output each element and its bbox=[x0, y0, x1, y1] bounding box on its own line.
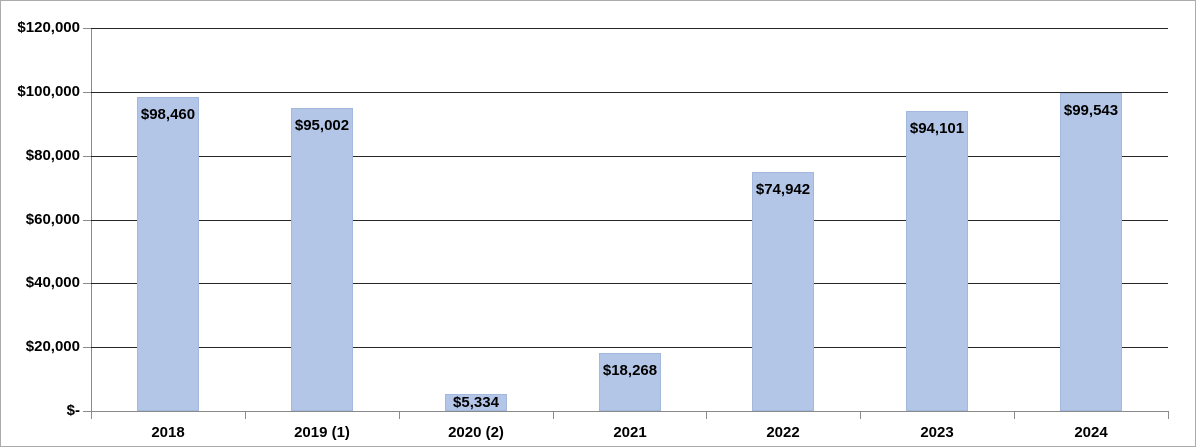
y-axis-tick bbox=[83, 283, 91, 285]
x-axis-category-label: 2019 (1) bbox=[294, 424, 350, 441]
x-axis-tick bbox=[91, 411, 92, 419]
x-axis-line bbox=[91, 411, 1168, 412]
x-axis-tick bbox=[1014, 411, 1015, 419]
y-axis-tick bbox=[83, 155, 91, 157]
bar: $99,543 bbox=[1060, 93, 1122, 411]
bar: $5,334 bbox=[445, 394, 507, 411]
gridline bbox=[91, 28, 1168, 29]
x-axis-tick bbox=[399, 411, 400, 419]
y-axis-tick-label: $80,000 bbox=[25, 146, 80, 164]
y-axis-tick bbox=[83, 28, 91, 29]
bar-value-label: $5,334 bbox=[453, 394, 499, 411]
x-axis-category-label: 2018 bbox=[151, 424, 185, 441]
x-axis-category-label: 2022 bbox=[766, 424, 800, 441]
bar-value-label: $95,002 bbox=[294, 117, 350, 134]
bar-value-label: $98,460 bbox=[140, 106, 196, 123]
y-axis-tick bbox=[83, 347, 91, 349]
bar: $94,101 bbox=[906, 111, 968, 411]
x-axis-category-label: 2021 bbox=[613, 424, 647, 441]
gridline bbox=[91, 219, 1168, 221]
y-axis-tick-label: $60,000 bbox=[25, 210, 80, 228]
x-axis-tick bbox=[1168, 411, 1169, 419]
bar-value-label: $99,543 bbox=[1063, 102, 1119, 119]
y-axis-tick bbox=[83, 219, 91, 221]
bar-value-label: $94,101 bbox=[909, 120, 965, 137]
gridline bbox=[91, 347, 1168, 349]
bar: $18,268 bbox=[599, 353, 661, 411]
x-axis-category-label: 2023 bbox=[920, 424, 954, 441]
y-axis-tick bbox=[83, 411, 91, 412]
bar: $74,942 bbox=[752, 172, 814, 411]
y-axis-tick-label: $100,000 bbox=[17, 82, 80, 100]
x-axis-tick bbox=[245, 411, 246, 419]
gridline bbox=[91, 91, 1168, 93]
x-axis-tick bbox=[706, 411, 707, 419]
x-axis-tick bbox=[553, 411, 554, 419]
y-axis-tick-label: $120,000 bbox=[17, 19, 80, 36]
y-axis-tick-label: $40,000 bbox=[25, 274, 80, 292]
gridline bbox=[91, 155, 1168, 157]
gridline bbox=[91, 283, 1168, 285]
bar: $95,002 bbox=[291, 108, 353, 411]
y-axis-tick-label: $20,000 bbox=[25, 338, 80, 356]
x-axis-tick bbox=[860, 411, 861, 419]
y-axis-tick-label: $- bbox=[66, 402, 80, 419]
y-axis-tick bbox=[83, 91, 91, 93]
bar: $98,460 bbox=[137, 97, 199, 411]
bar-value-label: $74,942 bbox=[755, 181, 811, 198]
bar-value-label: $18,268 bbox=[602, 362, 658, 379]
x-axis-category-label: 2024 bbox=[1074, 424, 1108, 441]
x-axis-category-label: 2020 (2) bbox=[448, 424, 504, 441]
